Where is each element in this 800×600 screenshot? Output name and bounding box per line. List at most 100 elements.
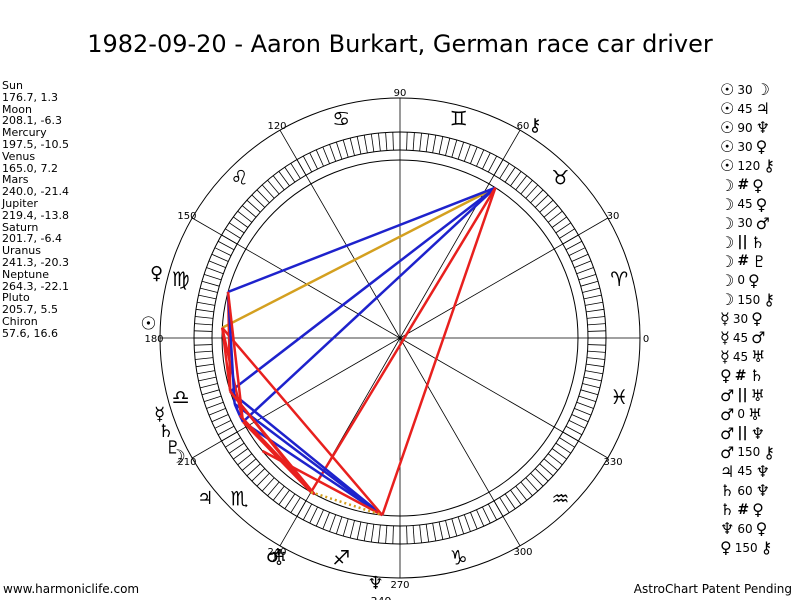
aspect-angle: # [734,367,747,384]
aspect-planet-1: ☉ [720,137,735,157]
aspect-planet-2: ♀ [755,194,768,214]
aspect-planet-1: ☿ [720,328,730,348]
degree-tick [194,350,213,353]
planet-name: Jupiter [2,196,38,210]
degree-tick [586,308,605,313]
degree-label: 120 [267,121,286,132]
aspect-planet-2: ♃ [755,99,770,119]
degree-tick [547,453,563,466]
aspect-planet-1: ♂ [720,385,735,405]
venus-icon: ♀ [150,263,163,284]
degree-tick [482,152,491,170]
aspect-planet-1: ☉ [720,80,735,100]
degree-tick [370,524,375,543]
degree-tick [203,395,222,403]
aspect-row: ☽ # ♀ [720,175,792,195]
degree-tick [520,481,533,497]
aspect-angle: 150 [737,445,761,460]
aspect-planet-1: ♄ [720,500,735,520]
aspect-row: ♃ 45 ♆ [720,462,792,481]
planet-coords: 240.0, -21.4 [2,185,69,199]
degree-tick [201,280,220,287]
aspect-line [381,187,497,516]
degree-label: 150 [177,211,196,222]
zodiac-sign-icon: ♎ [172,385,190,409]
aspect-row: ☉ 30 ☽ [720,80,792,99]
degree-tick [574,260,592,268]
planet-coords: 57.6, 16.6 [2,326,58,340]
degree-tick [457,516,465,535]
degree-tick [302,503,313,521]
degree-label: 210 [177,457,196,468]
degree-label: 240 [267,547,286,558]
zodiac-sign-icon: ♓ [610,385,628,409]
degree-tick [451,139,458,158]
chiron-icon: ⚷ [528,115,541,136]
aspect-planet-2: ♄ [749,366,764,386]
aspect-planet-2: ♂ [751,328,766,348]
degree-label: 90 [394,88,407,99]
degree-tick [525,184,539,199]
degree-tick [445,520,451,538]
aspect-planet-2: ♅ [751,347,766,367]
division-line [399,337,609,459]
degree-tick [246,463,261,477]
aspect-angle: 150 [734,540,758,555]
degree-tick [482,506,491,524]
degree-tick [576,267,594,275]
degree-tick [290,497,301,513]
planet-coords: 205.7, 5.5 [2,303,58,317]
degree-label: 30 [607,211,620,222]
neptune-icon: ♆ [367,573,383,594]
degree-tick [499,163,510,179]
degree-tick [571,414,589,423]
aspect-planet-2: ♆ [755,461,770,481]
aspect-line [238,414,316,495]
degree-tick [195,357,214,360]
zodiac-sign-icon: ♏ [231,487,249,511]
aspect-angle: 120 [737,158,761,173]
degree-tick [438,136,444,155]
aspect-line [242,420,384,517]
aspect-angle: # [737,177,750,194]
degree-tick [315,149,324,167]
degree-tick [241,458,257,471]
aspect-planet-1: ♄ [720,481,735,501]
aspect-planet-2: ♀ [752,175,764,195]
degree-tick [201,389,220,396]
degree-tick [217,240,235,251]
aspect-planet-2: ♆ [755,481,770,501]
pluto-icon: ♇ [165,437,181,458]
degree-tick [309,506,318,524]
degree-tick [476,509,485,527]
degree-tick [251,468,266,482]
degree-tick [214,247,232,256]
degree-tick [322,146,330,164]
aspect-planet-2: ♅ [750,385,765,405]
degree-tick [551,216,567,228]
degree-tick [574,408,592,416]
degree-tick [504,493,516,510]
aspect-row: ☿ 45 ♅ [720,347,792,366]
aspect-planet-2: ♀ [747,270,760,290]
degree-tick [228,442,245,454]
footer-website[interactable]: www.harmoniclife.com [3,582,140,596]
aspect-angle: 45 [737,101,753,116]
degree-tick [200,287,218,293]
aspect-angle: 30 [737,216,753,231]
degree-tick [571,253,589,262]
degree-tick [228,222,245,234]
degree-tick [272,485,285,501]
degree-tick [578,395,597,403]
aspect-row: ♀ 150 ⚷ [720,538,792,557]
degree-tick [278,489,290,505]
degree-tick [197,301,215,306]
uranus-icon: ♅ [271,549,287,570]
aspect-planet-1: ☿ [720,347,730,367]
planet-coords: 197.5, -10.5 [2,137,69,151]
degree-tick [315,509,324,527]
degree-tick [539,463,554,477]
degree-tick [510,171,522,187]
aspect-row: ☽ # ♇ [720,252,792,271]
degree-tick [342,139,349,158]
